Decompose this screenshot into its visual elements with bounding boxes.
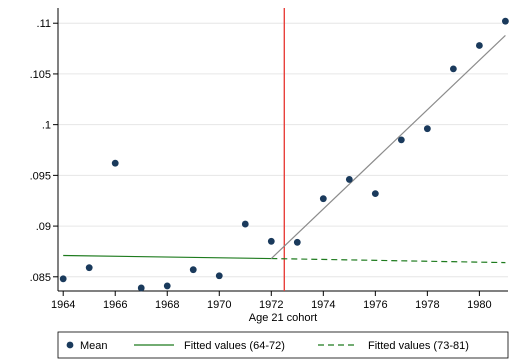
mean-point [501, 17, 509, 25]
x-tick-label: 1978 [415, 299, 439, 311]
series-layer [59, 8, 509, 292]
plot-background [58, 8, 508, 291]
x-tick-label: 1968 [155, 299, 179, 311]
y-tick-label: .085 [30, 272, 51, 284]
y-tick-label: .095 [30, 170, 51, 182]
x-tick-label: 1964 [51, 299, 75, 311]
x-tick-label: 1966 [103, 299, 127, 311]
mean-point [241, 220, 249, 228]
mean-point [215, 272, 223, 280]
y-axis: .085 .09 .095 .1 .105 .11 [30, 8, 59, 291]
mean-point [111, 159, 119, 167]
x-tick-label: 1976 [363, 299, 387, 311]
mean-point [59, 275, 67, 283]
plot-area [58, 8, 508, 291]
mean-point [137, 284, 145, 292]
mean-point [293, 238, 301, 246]
mean-point [163, 282, 171, 290]
legend-marker-mean [66, 341, 74, 349]
mean-point [449, 65, 457, 73]
mean-point [397, 136, 405, 144]
mean-point [319, 195, 327, 203]
fitted-line-3 [270, 34, 506, 259]
legend-label-fitted-64-72: Fitted values (64-72) [184, 340, 285, 352]
y-tick-label: .11 [37, 18, 51, 30]
mean-point [345, 176, 353, 183]
legend-label-fitted-73-81: Fitted values (73-81) [368, 340, 469, 352]
x-tick-label: 1970 [207, 299, 231, 311]
legend-label-mean: Mean [80, 340, 108, 352]
x-tick-label: 1972 [259, 299, 283, 311]
mean-point [267, 237, 275, 245]
y-tick-label: .1 [42, 120, 51, 132]
mean-point [475, 42, 483, 49]
mean-point [371, 190, 379, 198]
grid-lines [58, 22, 508, 278]
fitted-line-1 [63, 254, 272, 260]
x-axis: 1964 1966 1968 1970 1972 1974 1976 1978 1980 [51, 290, 508, 311]
x-axis-title: Age 21 cohort [249, 312, 318, 324]
legend-box [57, 331, 509, 359]
x-tick-label: 1980 [467, 299, 491, 311]
legend: Mean Fitted values (64-72) Fitted values (… [57, 331, 509, 359]
mean-point [423, 125, 431, 133]
y-tick-label: .09 [36, 221, 51, 233]
y-tick-label: .105 [30, 69, 51, 81]
x-tick-label: 1974 [311, 299, 335, 311]
mean-point [189, 266, 197, 274]
fitted-line-2 [271, 257, 506, 264]
mean-point [85, 264, 93, 272]
